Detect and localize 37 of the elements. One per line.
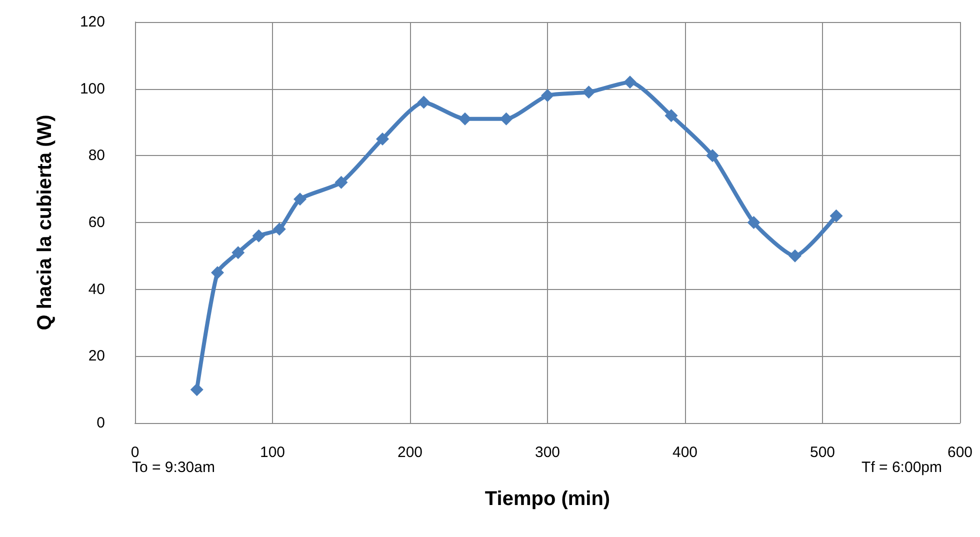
x-tick-label: 500 bbox=[810, 444, 836, 461]
x-tick-label: 300 bbox=[534, 444, 560, 461]
y-tick-label: 0 bbox=[96, 414, 105, 432]
text: To = 9:30am bbox=[132, 459, 215, 476]
point bbox=[376, 132, 389, 146]
x-axis-title: Tiempo (min) bbox=[484, 488, 610, 510]
point bbox=[624, 76, 636, 89]
x-tick-label: 200 bbox=[397, 444, 423, 461]
point bbox=[458, 112, 472, 126]
x-tick-label: 400 bbox=[672, 444, 698, 461]
point bbox=[334, 176, 348, 189]
point bbox=[500, 112, 513, 126]
point bbox=[788, 249, 802, 262]
point bbox=[294, 192, 306, 206]
point bbox=[664, 109, 678, 122]
point bbox=[830, 209, 843, 222]
y-tick-label: 60 bbox=[88, 214, 105, 231]
y-tick-label: 80 bbox=[88, 147, 105, 164]
point bbox=[582, 86, 596, 99]
point bbox=[232, 246, 245, 260]
point bbox=[706, 149, 719, 162]
point bbox=[272, 222, 286, 236]
y-axis-title: Q hacia la cubierta (W) bbox=[34, 114, 56, 330]
x-tick-label: 100 bbox=[260, 444, 286, 461]
y-tick-label: 100 bbox=[80, 80, 105, 98]
y-tick-label: 120 bbox=[80, 14, 105, 30]
point bbox=[190, 383, 204, 396]
y-tick-label: 40 bbox=[88, 280, 105, 298]
y-tick-label: 20 bbox=[88, 348, 105, 365]
point bbox=[747, 216, 760, 229]
x-tick-label: 0 bbox=[130, 444, 140, 461]
point bbox=[252, 229, 266, 242]
text: Tf = 6:00pm bbox=[862, 459, 942, 476]
point bbox=[541, 89, 554, 102]
point bbox=[211, 266, 224, 280]
x-tick-label: 600 bbox=[947, 444, 973, 461]
point bbox=[417, 96, 430, 109]
